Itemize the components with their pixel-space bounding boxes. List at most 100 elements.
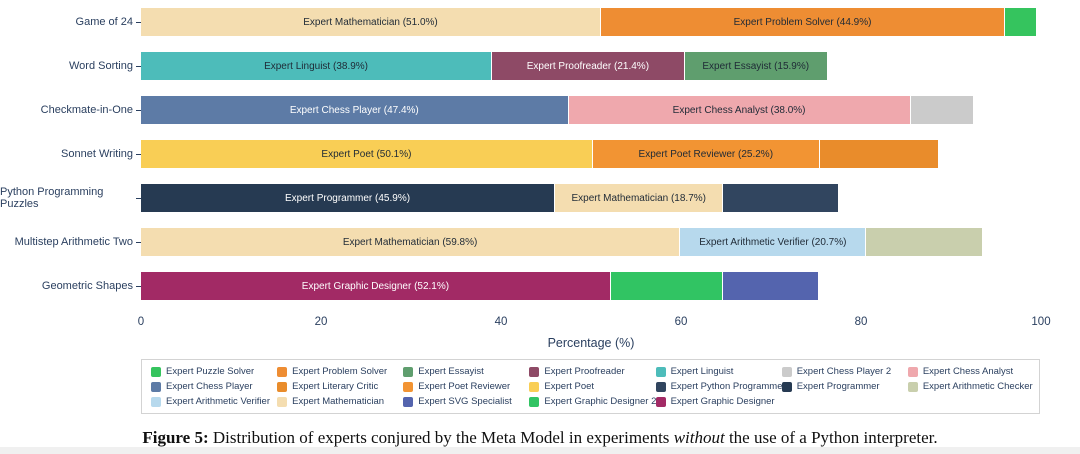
x-axis-title: Percentage (%) (547, 336, 635, 350)
category-label: Geometric Shapes (0, 280, 141, 292)
bar-segment: Expert Mathematician (59.8%) (141, 228, 680, 256)
bar-segment: Expert Arithmetic Verifier (20.7%) (679, 228, 866, 256)
bar-segment: Expert Mathematician (51.0%) (141, 8, 600, 36)
category-tick-mark (136, 21, 141, 23)
category-label-text: Multistep Arithmetic Two (14, 236, 133, 248)
chart-row: Geometric Shapes Expert Graphic Designer … (0, 272, 1080, 300)
legend-item: Expert Mathematician (277, 396, 399, 407)
legend-item: Expert Problem Solver (277, 366, 399, 377)
legend-color-swatch (151, 381, 161, 392)
legend-label: Expert Arithmetic Verifier (166, 396, 271, 407)
bar-segment-label: Expert Mathematician (18.7%) (571, 192, 706, 204)
legend-color-swatch (781, 366, 792, 377)
category-label: Checkmate-in-One (0, 104, 141, 116)
bar-segment-label: Expert Proofreader (21.4%) (526, 60, 650, 72)
legend-label: Expert Poet (544, 381, 595, 392)
legend-item: Expert Graphic Designer (655, 396, 778, 407)
category-label: Sonnet Writing (0, 148, 141, 160)
stacked-bar-plot-area: Game of 24 Expert Mathematician (51.0%) Ex… (0, 8, 1080, 300)
bar-segment: Expert Proofreader (21.4%) (491, 52, 684, 80)
legend-color-swatch (781, 381, 792, 392)
bar-segment-label: Expert Poet (50.1%) (321, 148, 412, 160)
legend-item: Expert Graphic Designer 2 (529, 396, 656, 407)
chart-row: Sonnet Writing Expert Poet (50.1%) Expert … (0, 140, 1080, 168)
bar-segment (609, 272, 723, 300)
legend-label: Expert SVG Specialist (418, 396, 512, 407)
bar-segment (865, 228, 983, 256)
bar-segment-label: Expert Chess Analyst (38.0%) (672, 104, 806, 116)
bar-segment-label: Expert Chess Player (47.4%) (289, 104, 419, 116)
bar-segment-label: Expert Mathematician (59.8%) (342, 236, 478, 248)
category-tick-mark (136, 153, 141, 155)
category-tick-mark (136, 65, 141, 67)
x-axis-tick-label: 0 (137, 316, 145, 328)
stacked-bar: Expert Programmer (45.9%) Expert Mathemat… (141, 184, 1041, 212)
category-label-text: Sonnet Writing (61, 148, 133, 160)
figure-caption-text: Distribution of experts conjured by the … (208, 428, 674, 447)
chart-row: Multistep Arithmetic Two Expert Mathemati… (0, 228, 1080, 256)
bar-segment (818, 140, 939, 168)
legend-color-swatch (403, 396, 414, 407)
bar-segment (1004, 8, 1036, 36)
bar-segment: Expert Essayist (15.9%) (683, 52, 827, 80)
legend-color-swatch (655, 381, 666, 392)
category-tick-mark (136, 109, 141, 111)
bar-segment-label: Expert Problem Solver (44.9%) (733, 16, 872, 28)
legend-label: Expert Graphic Designer 2 (544, 396, 657, 407)
chart-legend: Expert Puzzle Solver Expert Problem Solve… (141, 359, 1040, 414)
bar-segment-label: Expert Essayist (15.9%) (702, 60, 810, 72)
legend-color-swatch (655, 396, 666, 407)
stacked-bar: Expert Chess Player (47.4%) Expert Chess … (141, 96, 1041, 124)
bar-segment (909, 96, 973, 124)
legend-color-swatch (907, 366, 918, 377)
legend-label: Expert Mathematician (292, 396, 385, 407)
legend-label: Expert Linguist (670, 366, 734, 377)
x-axis-tick-label: 40 (494, 316, 508, 328)
figure-caption-text-end: the use of a Python interpreter. (724, 428, 938, 447)
bar-segment-label: Expert Poet Reviewer (25.2%) (638, 148, 774, 160)
legend-label: Expert Chess Player (166, 381, 253, 392)
x-axis-tick-label: 100 (1031, 316, 1051, 328)
x-axis: 0 20 40 60 80 100 (137, 316, 1051, 330)
figure-caption: Figure 5: Distribution of experts conjur… (8, 428, 1072, 448)
legend-color-swatch (529, 396, 540, 407)
legend-item: Expert Essayist (403, 366, 525, 377)
stacked-bar: Expert Mathematician (59.8%) Expert Arith… (141, 228, 1041, 256)
bar-segment: Expert Poet (50.1%) (141, 140, 592, 168)
legend-color-swatch (529, 366, 540, 377)
bar-segment: Expert Linguist (38.9%) (141, 52, 492, 80)
legend-label: Expert Essayist (418, 366, 484, 377)
category-tick-mark (136, 241, 141, 243)
chart-row: Game of 24 Expert Mathematician (51.0%) Ex… (0, 8, 1080, 36)
legend-item: Expert Chess Analyst (907, 366, 1030, 377)
bar-segment: Expert Programmer (45.9%) (141, 184, 555, 212)
bar-segment-label: Expert Arithmetic Verifier (20.7%) (699, 236, 847, 248)
bar-segment: Expert Problem Solver (44.9%) (600, 8, 1005, 36)
legend-color-swatch (277, 381, 288, 392)
legend-item: Expert Puzzle Solver (151, 366, 273, 377)
category-label-text: Word Sorting (69, 60, 133, 72)
bar-segment-label: Expert Linguist (38.9%) (264, 60, 369, 72)
x-axis-tick-label: 20 (314, 316, 328, 328)
legend-color-swatch (151, 366, 161, 377)
legend-label: Expert Puzzle Solver (166, 366, 255, 377)
category-label-text: Geometric Shapes (41, 280, 133, 292)
legend-item: Expert Poet (529, 381, 651, 392)
stacked-bar: Expert Poet (50.1%) Expert Poet Reviewer … (141, 140, 1041, 168)
legend-item: Expert Proofreader (529, 366, 651, 377)
legend-label: Expert Proofreader (544, 366, 625, 377)
category-label: Python Programming Puzzles (0, 186, 141, 210)
legend-label: Expert Python Programmer (670, 381, 786, 392)
bar-segment: Expert Mathematician (18.7%) (554, 184, 723, 212)
legend-label: Expert Chess Player 2 (796, 366, 892, 377)
bar-segment-label: Expert Mathematician (51.0%) (303, 16, 438, 28)
chart-row: Checkmate-in-One Expert Chess Player (47.… (0, 96, 1080, 124)
legend-label: Expert Graphic Designer (670, 396, 775, 407)
x-axis-tick-label: 60 (674, 316, 688, 328)
legend-item: Expert Programmer (781, 381, 904, 392)
legend-item: Expert Python Programmer (655, 381, 786, 392)
chart-row: Python Programming Puzzles Expert Program… (0, 184, 1080, 212)
legend-label: Expert Problem Solver (292, 366, 388, 377)
stacked-bar: Expert Linguist (38.9%) Expert Proofreade… (141, 52, 1041, 80)
